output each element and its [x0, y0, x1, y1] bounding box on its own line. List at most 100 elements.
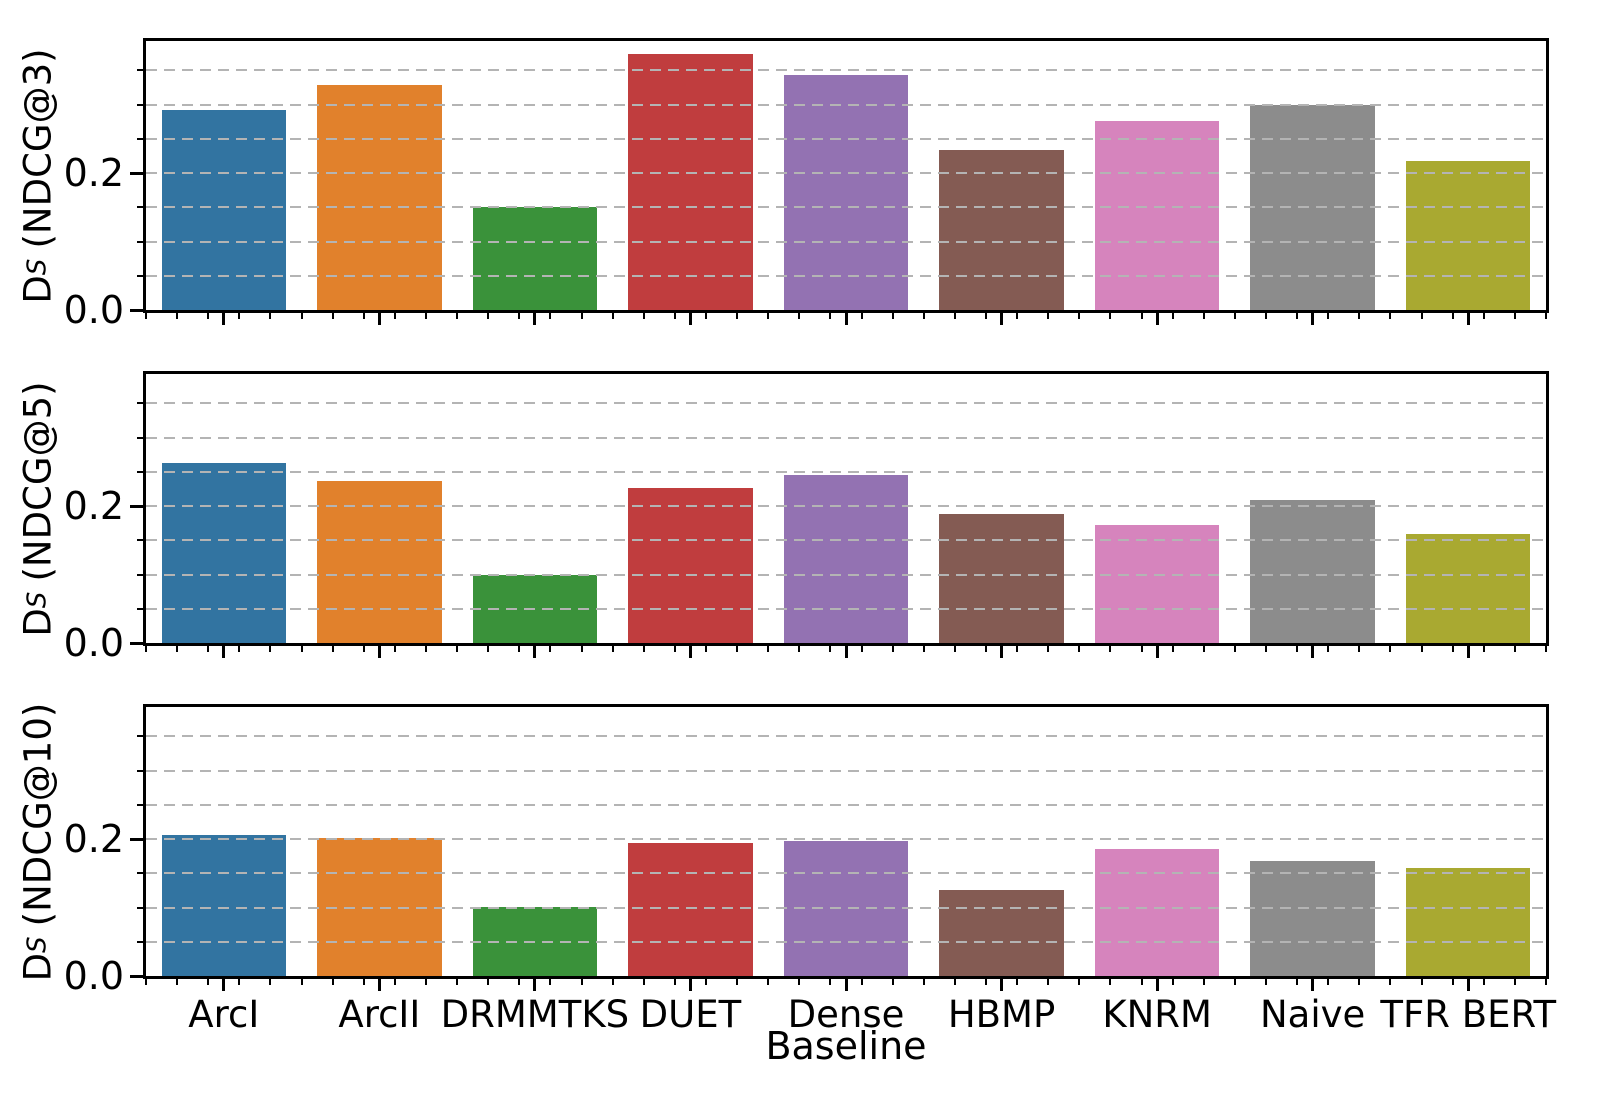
- x-minor-tick: [1296, 313, 1299, 319]
- x-major-tick: [844, 646, 848, 658]
- x-minor-tick: [798, 646, 801, 652]
- x-major-tick: [1155, 979, 1159, 991]
- x-minor-tick: [176, 646, 179, 652]
- y-minor-tick: [137, 803, 143, 806]
- x-minor-tick: [767, 313, 770, 319]
- y-minor-tick: [137, 103, 143, 106]
- x-minor-tick: [860, 313, 863, 319]
- y-minor-tick: [137, 607, 143, 610]
- gridline: [146, 137, 1546, 140]
- x-major-tick: [1311, 313, 1315, 325]
- x-major-tick: [1000, 313, 1004, 325]
- x-major-tick: [688, 979, 692, 991]
- x-minor-tick: [331, 646, 334, 652]
- x-minor-tick: [300, 979, 303, 985]
- x-minor-tick: [393, 979, 396, 985]
- x-minor-tick: [1451, 313, 1454, 319]
- x-minor-tick: [1233, 313, 1236, 319]
- gridline: [146, 274, 1546, 277]
- gridline: [146, 838, 1546, 841]
- x-minor-tick: [1047, 979, 1050, 985]
- x-major-tick: [377, 979, 381, 991]
- x-minor-tick: [767, 646, 770, 652]
- x-minor-tick: [487, 646, 490, 652]
- x-minor-tick: [1389, 979, 1392, 985]
- gridline: [146, 69, 1546, 72]
- y-minor-tick: [137, 240, 143, 243]
- x-minor-tick: [611, 313, 614, 319]
- x-minor-tick: [362, 646, 365, 652]
- x-major-tick: [222, 313, 226, 325]
- x-major-tick: [1311, 646, 1315, 658]
- x-minor-tick: [1327, 313, 1330, 319]
- x-major-tick: [377, 646, 381, 658]
- bar-ndcg10-knrm: [1094, 848, 1220, 976]
- x-major-tick: [844, 313, 848, 325]
- x-minor-tick: [456, 313, 459, 319]
- x-minor-tick: [829, 646, 832, 652]
- x-minor-tick: [1265, 313, 1267, 319]
- x-minor-tick: [1109, 646, 1112, 652]
- x-minor-tick: [1358, 313, 1361, 319]
- x-minor-tick: [145, 313, 147, 319]
- y-minor-tick: [137, 906, 143, 909]
- bar-ndcg5-naive: [1250, 499, 1375, 643]
- x-minor-tick: [456, 979, 459, 985]
- gridline: [146, 505, 1546, 508]
- x-minor-tick: [207, 313, 210, 319]
- x-minor-tick: [1171, 979, 1174, 985]
- x-minor-tick: [1420, 646, 1423, 652]
- x-minor-tick: [487, 313, 490, 319]
- bar-ndcg3-arcii: [317, 84, 442, 310]
- x-minor-tick: [269, 646, 272, 652]
- y-minor-tick: [137, 470, 143, 473]
- x-minor-tick: [487, 979, 490, 985]
- bar-ndcg5-tfr-bert: [1406, 534, 1531, 643]
- x-minor-tick: [331, 313, 334, 319]
- y-minor-tick: [137, 69, 143, 72]
- y-minor-tick: [137, 402, 143, 405]
- y-major-tick: [130, 975, 143, 978]
- gridline: [146, 906, 1546, 909]
- x-minor-tick: [891, 313, 894, 319]
- x-minor-tick: [1233, 646, 1236, 652]
- y-major-tick: [130, 309, 143, 312]
- x-minor-tick: [1233, 979, 1236, 985]
- x-major-tick: [1466, 313, 1470, 325]
- gridline: [146, 735, 1546, 738]
- gridline: [146, 470, 1546, 473]
- x-tick-label-tfr-bert: TFR BERT: [1380, 993, 1557, 1036]
- x-minor-tick: [1265, 646, 1267, 652]
- y-tick-label-ndcg3: 0.0: [63, 288, 124, 332]
- x-minor-tick: [393, 313, 396, 319]
- x-tick-label-naive: Naive: [1260, 993, 1366, 1036]
- x-minor-tick: [705, 979, 707, 985]
- x-major-tick: [1155, 313, 1159, 325]
- bar-ndcg3-knrm: [1094, 121, 1220, 310]
- gridline: [146, 436, 1546, 439]
- x-minor-tick: [736, 313, 739, 319]
- x-minor-tick: [1451, 979, 1454, 985]
- x-minor-tick: [1482, 313, 1485, 319]
- x-minor-tick: [549, 646, 552, 652]
- x-minor-tick: [300, 313, 303, 319]
- x-tick-label-hbmp: HBMP: [947, 993, 1056, 1036]
- x-minor-tick: [642, 313, 645, 319]
- x-minor-tick: [238, 313, 241, 319]
- y-axis-label-metric: (NDCG@10): [16, 702, 59, 927]
- x-minor-tick: [518, 646, 521, 652]
- x-minor-tick: [705, 313, 707, 319]
- bar-ndcg10-naive: [1250, 861, 1375, 976]
- x-major-tick: [1311, 979, 1315, 991]
- x-minor-tick: [1016, 313, 1019, 319]
- x-minor-tick: [767, 979, 770, 985]
- bar-ndcg3-dense: [783, 75, 909, 310]
- x-minor-tick: [1140, 646, 1143, 652]
- x-minor-tick: [362, 979, 365, 985]
- x-minor-tick: [953, 646, 956, 652]
- y-tick-label-ndcg5: 0.0: [63, 621, 124, 665]
- x-minor-tick: [1327, 979, 1330, 985]
- x-minor-tick: [518, 313, 521, 319]
- x-minor-tick: [518, 979, 521, 985]
